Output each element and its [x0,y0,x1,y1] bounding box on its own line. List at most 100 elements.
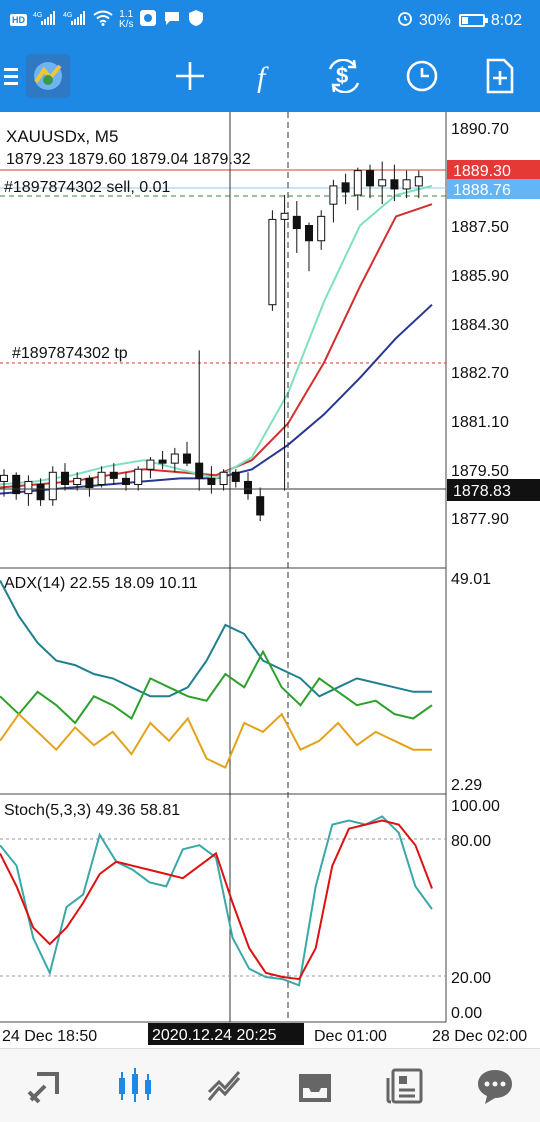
stoch-axis-0: 0.00 [451,1005,482,1022]
price-tick: 1882.70 [451,365,509,382]
candle-body [36,483,45,501]
shield-notification-icon [187,9,205,30]
candlesticks [0,161,423,522]
stoch-main-line [0,815,433,987]
candle-body [292,215,301,230]
candle-body [244,480,252,495]
menu-icon[interactable] [0,40,22,112]
ohlc-readout: 1879.23 1879.60 1879.04 1879.32 [6,151,251,168]
candle-body [219,471,228,485]
candle-body [317,215,326,242]
bid-price-tag [447,179,540,199]
crosshair-time-tag [148,1023,304,1045]
candle-body [48,471,57,501]
candle-body [256,496,265,516]
battery-icon [458,14,488,27]
stoch-axis-20: 20.00 [451,970,491,987]
candle-body [73,477,82,485]
alarm-icon [397,10,413,31]
ma-fast-line [0,184,433,486]
ma-mid-line [0,203,433,489]
crosshair-price-label: 1878.83 [453,483,511,500]
adx-label: ADX(14) 22.55 18.09 10.11 [4,575,198,592]
crosshair-time-label: 2020.12.24 20:25 [152,1027,277,1044]
price-axis: 1890.70 1887.50 1885.90 1884.30 1882.70 … [451,121,509,528]
signal-icon-1: 4G [33,10,57,29]
candle-body [353,170,362,196]
candle-body [85,477,94,489]
stoch-axis-80: 80.00 [451,833,491,850]
news-icon[interactable] [375,1056,435,1116]
trade-icon[interactable] [195,1056,255,1116]
app-notification-icon [139,9,157,30]
quotes-icon[interactable] [15,1056,75,1116]
chart-area[interactable]: 1890.70 1887.50 1885.90 1884.30 1882.70 … [0,112,540,1048]
tp-label: #1897874302 tp [12,345,128,362]
price-tick: 1877.90 [451,511,509,528]
candle-body [414,176,423,187]
adx-axis-bottom: 2.29 [451,777,482,794]
message-notification-icon [163,9,181,30]
signal-2-label: 4G [63,12,72,19]
price-tick: 1885.90 [451,268,509,285]
stoch-label: Stoch(5,3,3) 49.36 58.81 [4,802,180,819]
candle-body [12,474,21,495]
time-tick: Dec 01:00 [314,1028,387,1045]
adx-plus-di-line [0,649,433,725]
candle-body [24,480,33,495]
crosshair-icon[interactable] [162,40,218,112]
svg-text:f: f [257,61,269,93]
hd-badge: HD [10,13,27,26]
candle-body [329,185,338,205]
stoch-signal-line [0,819,433,981]
candle-body [183,453,191,464]
candle-body [61,471,69,485]
chart-icon[interactable] [105,1056,165,1116]
network-speed-unit: K/s [119,18,134,30]
candle-body [134,468,143,485]
candle-body [268,218,277,306]
candle-body [366,170,374,187]
wifi-icon [93,10,113,29]
candle-body [122,477,130,485]
messages-icon[interactable] [465,1056,525,1116]
symbol-title: XAUUSDx, M5 [6,127,118,146]
candle-body [158,459,167,464]
time-tick: 28 Dec 02:00 [432,1028,527,1045]
svg-text:$: $ [336,63,348,88]
trade-icon[interactable]: $ [316,40,372,112]
crosshair-price-tag [447,479,540,501]
clock-time: 8:02 [490,11,522,29]
time-tick: 24 Dec 18:50 [2,1028,97,1045]
candle-body [341,182,350,193]
ask-price-label: 1889.30 [453,163,511,180]
history-icon[interactable] [285,1056,345,1116]
candle-body [231,471,240,482]
price-tick: 1884.30 [451,317,509,334]
adx-minus-di-line [0,712,432,769]
candle-body [0,474,8,482]
candle-body [390,179,399,190]
price-tick: 1879.50 [451,463,509,480]
battery-percent: 30% [418,11,451,29]
clock-icon[interactable] [394,40,450,112]
chart-toolbar: f $ [0,40,540,112]
order-label: #1897874302 sell, 0.01 [4,179,170,196]
adx-axis-top: 49.01 [451,571,491,588]
candle-body [97,471,106,485]
bid-price-label: 1888.76 [453,182,511,199]
candle-body [195,462,204,479]
function-icon[interactable]: f [238,40,294,112]
candle-body [280,212,289,220]
network-speed-value: 1.1 [119,8,134,20]
candle-body [402,179,411,190]
ask-price-tag [447,160,540,180]
candle-body [305,225,313,242]
price-tick: 1890.70 [451,121,509,138]
price-tick: 1887.50 [451,219,509,236]
app-logo[interactable] [26,54,70,98]
bottom-navigation [0,1048,540,1122]
adx-main-line [0,580,432,698]
candle-body [170,453,179,464]
add-chart-icon[interactable] [472,40,528,112]
